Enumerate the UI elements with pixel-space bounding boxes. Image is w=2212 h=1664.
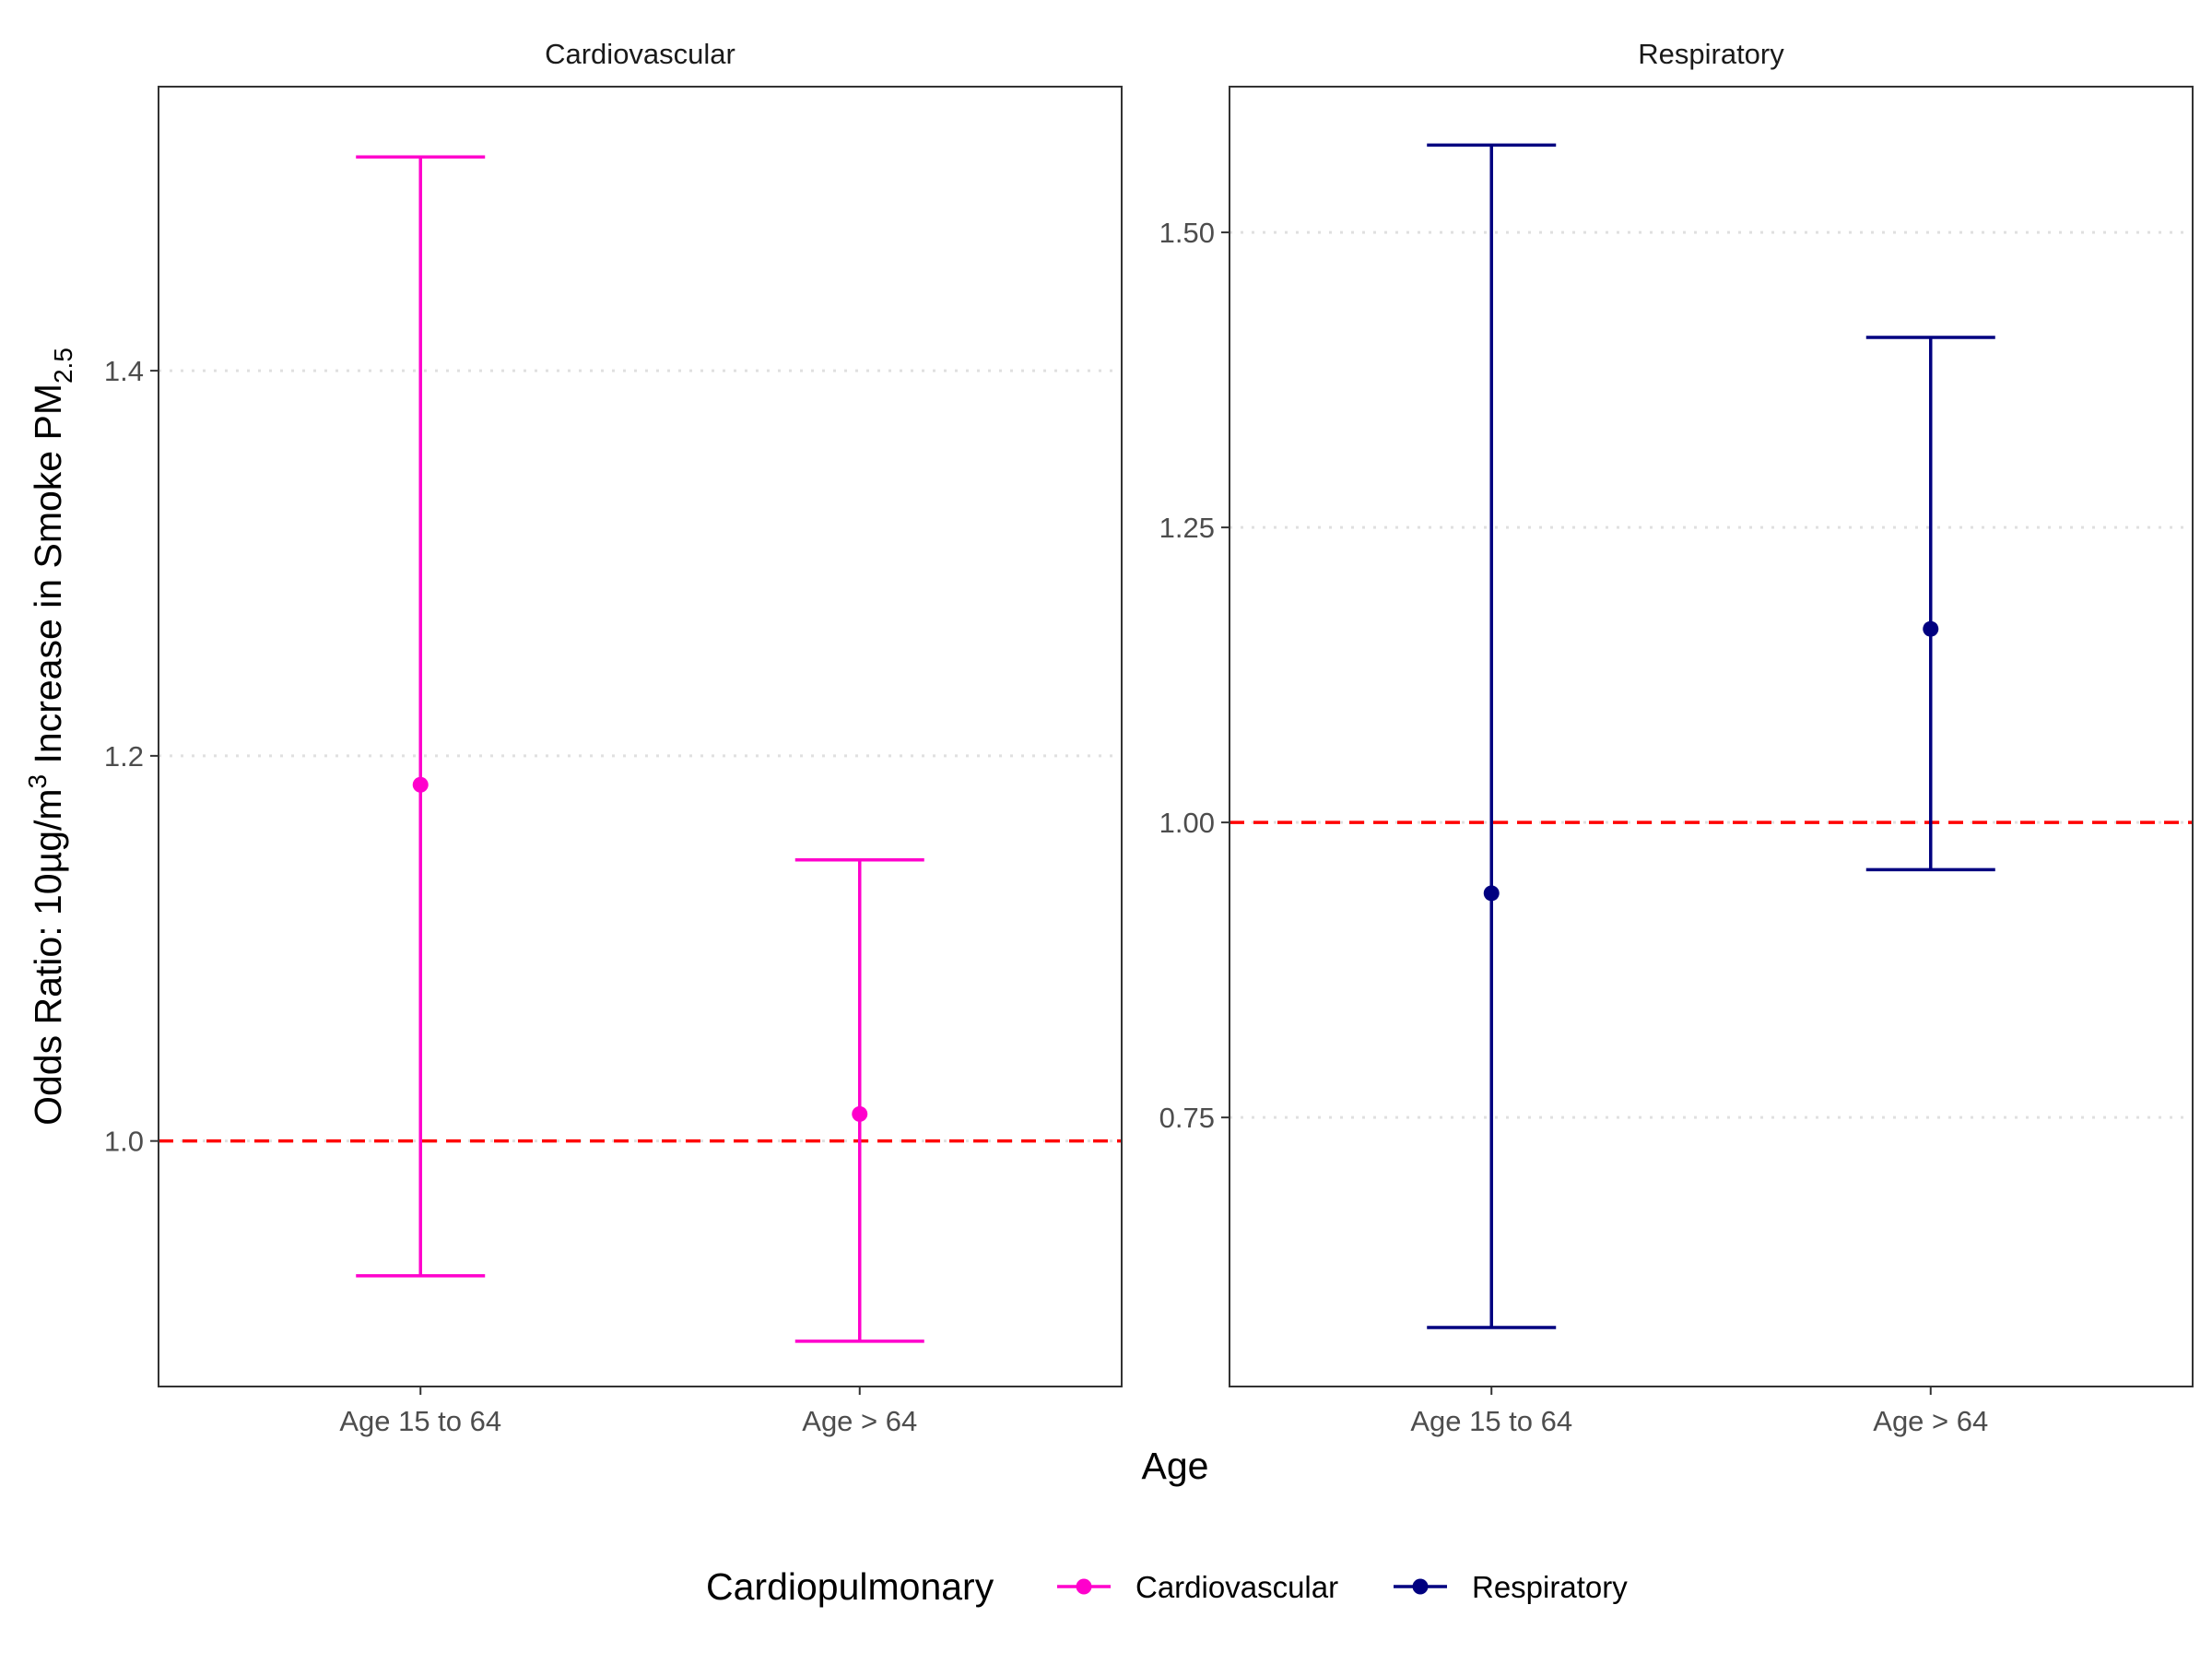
x-tick-label: Age > 64 <box>1873 1405 1988 1437</box>
x-axis-title: Age <box>1142 1445 1209 1487</box>
y-tick-label: 1.0 <box>104 1126 144 1158</box>
panel-cardiovascular: Cardiovascular 1.0 1.2 1.4 Age 15 to 64 Age >… <box>104 38 1123 1437</box>
legend-key-point <box>1412 1578 1429 1595</box>
y-axis-title: Odds Ratio: 10µg/m3 Increase in Smoke PM… <box>23 348 77 1126</box>
legend: Cardiopulmonary Cardiovascular Respiratory <box>706 1565 1628 1608</box>
x-tick-label: Age 15 to 64 <box>1410 1405 1572 1437</box>
y-axis-title-text: Odds Ratio: 10µg/m <box>27 788 69 1125</box>
x-tick-label: Age 15 to 64 <box>339 1405 501 1437</box>
panel-strip-label: Respiratory <box>1638 38 1784 70</box>
panel-respiratory: Respiratory 0.75 1.00 1.25 1.50 Age 15 to 64 A… <box>1159 38 2194 1437</box>
y-axis-title-superscript: 3 <box>23 774 52 789</box>
legend-title: Cardiopulmonary <box>706 1565 994 1608</box>
estimate-point <box>1483 885 1500 902</box>
y-tick-label: 1.4 <box>104 355 144 387</box>
panel-border <box>1229 86 2194 1387</box>
y-axis-title-text-rest: Increase in Smoke PM <box>27 384 69 774</box>
y-tick-label: 1.00 <box>1159 807 1215 839</box>
legend-entry: Respiratory <box>1394 1570 1628 1604</box>
legend-label: Cardiovascular <box>1135 1570 1338 1604</box>
y-tick-label: 1.25 <box>1159 512 1215 544</box>
x-tick-label: Age > 64 <box>802 1405 917 1437</box>
panel-strip-label: Cardiovascular <box>545 38 735 70</box>
y-tick-label: 1.50 <box>1159 217 1215 249</box>
y-tick-label: 0.75 <box>1159 1102 1215 1134</box>
panel-border <box>158 86 1123 1387</box>
legend-label: Respiratory <box>1472 1570 1628 1604</box>
estimate-point <box>412 776 429 793</box>
legend-key-point <box>1076 1578 1092 1595</box>
legend-entry: Cardiovascular <box>1057 1570 1338 1604</box>
estimate-point <box>852 1105 868 1122</box>
y-axis-title-subscript: 2.5 <box>49 348 77 384</box>
y-tick-label: 1.2 <box>104 740 144 773</box>
estimate-point <box>1923 620 1939 637</box>
